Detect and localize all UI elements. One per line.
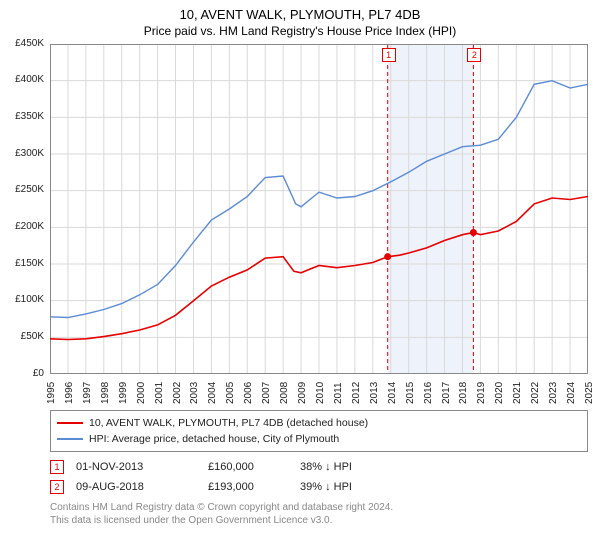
legend-swatch — [57, 438, 83, 440]
event-marker: 1 — [382, 48, 396, 62]
legend-swatch — [57, 422, 83, 424]
x-axis-label: 1998 — [100, 381, 111, 403]
sale-row: 1 01-NOV-2013 £160,000 38% ↓ HPI — [50, 457, 588, 477]
x-axis-label: 2018 — [458, 381, 469, 403]
legend-label: HPI: Average price, detached house, City… — [89, 431, 339, 447]
legend-item: HPI: Average price, detached house, City… — [57, 431, 581, 447]
x-axis-label: 1999 — [118, 381, 129, 403]
y-axis-label: £450K — [2, 38, 44, 49]
x-axis-label: 2011 — [333, 382, 344, 404]
sale-price: £160,000 — [208, 457, 288, 477]
sales-table: 1 01-NOV-2013 £160,000 38% ↓ HPI 2 09-AUG-201… — [50, 457, 588, 497]
x-axis-label: 2004 — [207, 381, 218, 403]
x-axis-label: 2003 — [189, 381, 200, 403]
x-axis-label: 1995 — [46, 381, 57, 403]
sale-delta: 39% ↓ HPI — [300, 477, 400, 497]
x-axis-label: 2015 — [405, 381, 416, 403]
sale-marker: 1 — [50, 460, 64, 474]
sale-date: 09-AUG-2018 — [76, 477, 196, 497]
legend: 10, AVENT WALK, PLYMOUTH, PL7 4DB (detac… — [50, 410, 588, 452]
x-axis-label: 2023 — [548, 381, 559, 403]
sale-date: 01-NOV-2013 — [76, 457, 196, 477]
x-axis-label: 2001 — [154, 381, 165, 403]
legend-item: 10, AVENT WALK, PLYMOUTH, PL7 4DB (detac… — [57, 415, 581, 431]
sale-row: 2 09-AUG-2018 £193,000 39% ↓ HPI — [50, 477, 588, 497]
root: 10, AVENT WALK, PLYMOUTH, PL7 4DB Price … — [0, 0, 600, 560]
sale-price: £193,000 — [208, 477, 288, 497]
x-axis-label: 2010 — [315, 381, 326, 403]
x-axis-label: 1996 — [64, 381, 75, 403]
x-axis-label: 2002 — [172, 381, 183, 403]
x-axis-label: 2019 — [476, 381, 487, 403]
x-axis-label: 2005 — [225, 381, 236, 403]
y-axis-label: £400K — [2, 74, 44, 85]
x-axis-label: 2007 — [261, 381, 272, 403]
sale-delta: 38% ↓ HPI — [300, 457, 400, 477]
y-axis-label: £100K — [2, 294, 44, 305]
x-axis-label: 2021 — [512, 381, 523, 403]
x-axis-label: 2025 — [584, 381, 595, 403]
chart-subtitle: Price paid vs. HM Land Registry's House … — [0, 24, 600, 38]
chart-area: £0£50K£100K£150K£200K£250K£300K£350K£400… — [50, 44, 588, 410]
y-axis-label: £250K — [2, 184, 44, 195]
x-axis-label: 2024 — [566, 381, 577, 403]
x-axis-label: 2009 — [297, 381, 308, 403]
footnote-line: Contains HM Land Registry data © Crown c… — [50, 501, 588, 514]
line-chart — [50, 44, 588, 374]
x-axis-label: 2022 — [530, 381, 541, 403]
y-axis-label: £150K — [2, 258, 44, 269]
x-axis-label: 2013 — [369, 381, 380, 403]
x-axis-label: 2017 — [441, 381, 452, 403]
x-axis-label: 2012 — [351, 381, 362, 403]
x-axis-label: 2020 — [494, 381, 505, 403]
chart-title: 10, AVENT WALK, PLYMOUTH, PL7 4DB — [0, 0, 600, 24]
x-axis-label: 2006 — [243, 381, 254, 403]
event-marker: 2 — [467, 48, 481, 62]
y-axis-label: £200K — [2, 221, 44, 232]
legend-label: 10, AVENT WALK, PLYMOUTH, PL7 4DB (detac… — [89, 415, 368, 431]
footnote: Contains HM Land Registry data © Crown c… — [50, 501, 588, 527]
x-axis-label: 2014 — [387, 381, 398, 403]
x-axis-label: 2000 — [136, 381, 147, 403]
x-axis-label: 1997 — [82, 381, 93, 403]
y-axis-label: £50K — [2, 331, 44, 342]
y-axis-label: £350K — [2, 111, 44, 122]
x-axis-label: 2008 — [279, 381, 290, 403]
footnote-line: This data is licensed under the Open Gov… — [50, 514, 588, 527]
y-axis-label: £0 — [2, 368, 44, 379]
y-axis-label: £300K — [2, 148, 44, 159]
sale-marker: 2 — [50, 480, 64, 494]
x-axis-label: 2016 — [423, 381, 434, 403]
